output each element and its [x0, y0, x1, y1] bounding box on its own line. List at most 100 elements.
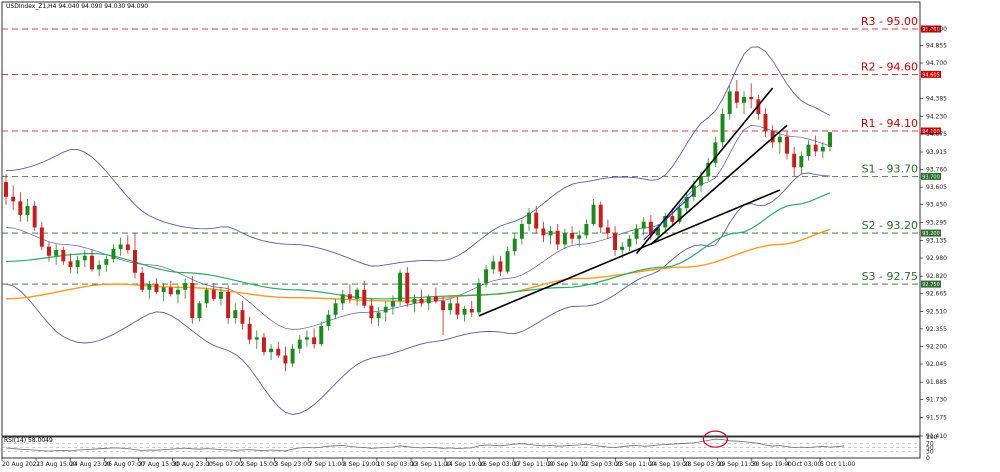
candle-body-13 — [97, 264, 102, 270]
candle-body-6 — [47, 246, 51, 256]
candle-body-67 — [484, 269, 489, 283]
candle-body-107 — [770, 131, 775, 143]
x-tick-15: 17 Sep 11:00 — [513, 461, 553, 468]
level-tag-bg-4 — [921, 229, 941, 237]
candle-body-16 — [118, 244, 123, 249]
candle-body-45 — [326, 314, 331, 327]
x-tick-14: 16 Sep 03:00 — [479, 461, 519, 468]
candle-body-10 — [75, 260, 80, 268]
x-tick-18: 23 Sep 11:00 — [616, 461, 656, 468]
price-tick-6: 93.915 — [926, 149, 947, 156]
candle-body-88 — [634, 228, 639, 239]
candle-body-89 — [641, 221, 646, 229]
candle-body-83 — [598, 204, 603, 228]
x-tick-8: 3 Sep 23:00 — [275, 461, 311, 468]
candle-body-21 — [154, 284, 159, 293]
candle-body-111 — [799, 155, 804, 168]
candle-body-80 — [577, 235, 582, 239]
candle-body-14 — [104, 259, 109, 265]
x-tick-4: 27 Aug 15:00 — [138, 461, 179, 468]
candle-body-18 — [133, 250, 137, 273]
candle-body-72 — [519, 224, 524, 239]
x-tick-22: 30 Sep 19:00 — [752, 461, 792, 468]
candle-body-70 — [505, 251, 510, 272]
x-tick-16: 20 Sep 19:00 — [547, 461, 587, 468]
candle-body-19 — [140, 272, 145, 290]
rsi-overbought-marker — [702, 430, 729, 448]
price-tick-0: 95.000 — [926, 26, 947, 33]
candle-body-76 — [548, 230, 553, 236]
level-tag-2: 94.100 — [922, 129, 940, 135]
candle-body-57 — [412, 298, 417, 304]
candle-body-0 — [4, 182, 8, 197]
x-tick-23: 4 Oct 03:00 — [786, 461, 821, 468]
candle-body-38 — [276, 348, 281, 356]
candle-body-24 — [175, 289, 180, 295]
candle-body-8 — [61, 250, 66, 262]
price-tick-5: 94.075 — [926, 131, 947, 138]
x-tick-19: 24 Sep 19:00 — [650, 461, 690, 468]
candle-body-32 — [233, 310, 238, 319]
candle-body-54 — [390, 301, 395, 307]
candle-body-59 — [426, 296, 431, 304]
level-tag-5: 92.750 — [922, 282, 940, 288]
level-tag-bg-0 — [921, 25, 941, 33]
candle-body-15 — [111, 248, 116, 260]
candle-body-102 — [734, 91, 739, 103]
rsi-line — [5, 438, 845, 452]
candle-body-85 — [613, 233, 618, 251]
candle-body-37 — [269, 348, 274, 353]
candle-body-86 — [620, 246, 625, 251]
rsi-header: RSI(14) 58.0049 — [4, 437, 53, 444]
candle-body-49 — [355, 289, 360, 299]
candle-body-48 — [347, 294, 352, 299]
level-tag-3: 93.700 — [922, 174, 940, 180]
price-tick-16: 92.355 — [926, 326, 947, 333]
candle-body-20 — [147, 284, 152, 290]
trendline-0 — [478, 189, 781, 317]
chart-header: USDIndex_Z1,H4 94.040 94.090 94.030 94.0… — [6, 3, 148, 10]
x-tick-24: 5 Oct 11:00 — [820, 461, 855, 468]
candle-body-9 — [68, 261, 73, 268]
candle-body-5 — [39, 227, 44, 247]
candle-body-115 — [828, 132, 832, 147]
price-tick-19: 91.885 — [926, 379, 947, 386]
candle-body-25 — [183, 282, 188, 290]
level-label-3: S1 - 93.70 — [862, 162, 918, 175]
candle-body-103 — [742, 97, 746, 103]
level-tag-4: 93.200 — [922, 231, 940, 237]
x-tick-5: 30 Aug 23:00 — [172, 461, 213, 468]
x-tick-12: 13 Sep 11:00 — [411, 461, 451, 468]
price-tick-7: 93.760 — [926, 167, 947, 174]
bollinger-lower — [5, 172, 831, 415]
candle-body-99 — [713, 142, 718, 163]
price-tick-3: 94.385 — [926, 96, 947, 103]
x-tick-7: 2 Sep 15:00 — [241, 461, 277, 468]
main-panel-frame — [1, 1, 921, 437]
candle-body-74 — [534, 212, 539, 229]
candle-body-87 — [627, 238, 632, 247]
level-label-0: R3 - 95.00 — [861, 15, 918, 28]
x-tick-9: 7 Sep 11:00 — [309, 461, 345, 468]
candle-body-81 — [584, 224, 589, 236]
rsi-tick-0: 100 — [926, 434, 938, 441]
level-tag-0: 95.000 — [922, 27, 940, 33]
candle-body-63 — [455, 303, 460, 315]
candle-body-55 — [398, 272, 403, 302]
candle-body-62 — [448, 303, 453, 311]
candle-body-96 — [691, 185, 696, 197]
price-tick-10: 93.295 — [926, 219, 947, 226]
candle-body-52 — [376, 312, 381, 319]
x-tick-6: 1 Sep 07:00 — [207, 461, 243, 468]
candle-body-60 — [433, 296, 438, 302]
candle-body-71 — [512, 238, 517, 252]
candle-body-64 — [462, 309, 467, 315]
price-tick-1: 94.855 — [926, 42, 947, 49]
rsi-tick-3: 30 — [926, 449, 934, 456]
candle-body-104 — [749, 97, 754, 100]
price-tick-14: 92.665 — [926, 291, 947, 298]
trendline-3 — [643, 193, 695, 241]
candle-body-114 — [820, 146, 825, 152]
